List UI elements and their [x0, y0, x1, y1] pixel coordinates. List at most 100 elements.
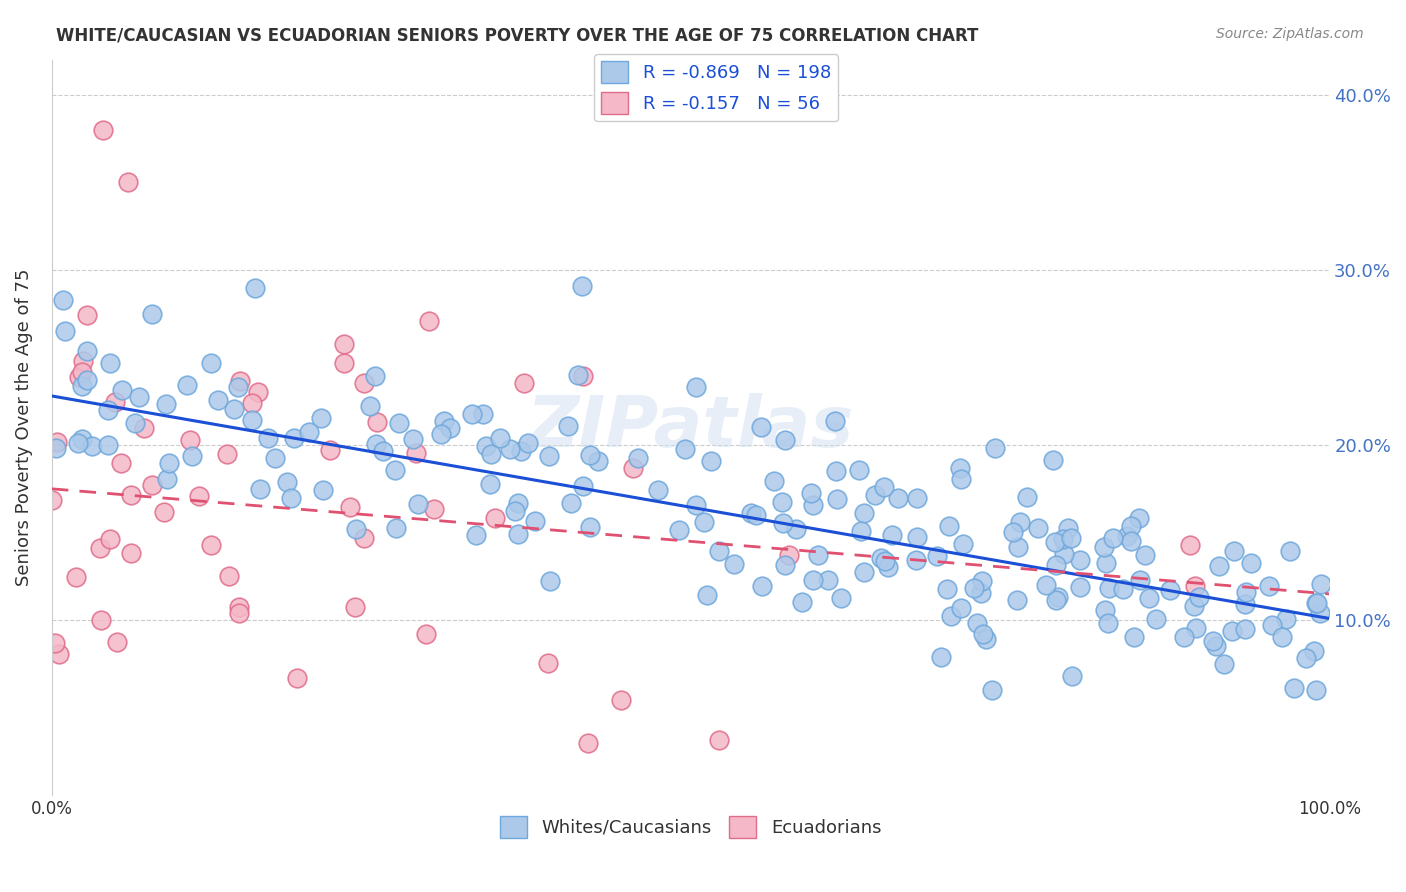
Point	[517, 436, 540, 450]
Point	[70, 378, 93, 392]
Point	[439, 421, 461, 435]
Point	[285, 672, 308, 686]
Point	[384, 462, 406, 476]
Point	[673, 442, 696, 456]
Point	[332, 336, 354, 351]
Point	[1222, 624, 1244, 639]
Point	[830, 591, 852, 606]
Point	[1212, 657, 1234, 671]
Point	[1094, 603, 1116, 617]
Point	[228, 606, 250, 620]
Point	[560, 496, 582, 510]
Point	[45, 441, 67, 455]
Point	[283, 431, 305, 445]
Point	[1185, 621, 1208, 635]
Point	[309, 411, 332, 425]
Point	[67, 370, 90, 384]
Point	[228, 600, 250, 615]
Point	[1069, 580, 1091, 594]
Point	[366, 437, 388, 451]
Point	[1305, 596, 1327, 610]
Point	[1223, 543, 1246, 558]
Point	[1305, 683, 1327, 698]
Point	[1128, 511, 1150, 525]
Point	[972, 626, 994, 640]
Point	[53, 324, 76, 338]
Point	[240, 396, 263, 410]
Point	[852, 565, 875, 579]
Point	[98, 356, 121, 370]
Point	[1017, 490, 1039, 504]
Point	[576, 736, 599, 750]
Point	[41, 492, 63, 507]
Point	[1002, 525, 1025, 540]
Point	[339, 500, 361, 514]
Point	[1278, 543, 1301, 558]
Point	[1052, 532, 1074, 546]
Point	[503, 504, 526, 518]
Point	[257, 430, 280, 444]
Point	[1045, 535, 1067, 549]
Point	[141, 307, 163, 321]
Point	[364, 368, 387, 383]
Point	[1261, 618, 1284, 632]
Point	[952, 537, 974, 551]
Point	[647, 483, 669, 498]
Point	[512, 376, 534, 390]
Point	[970, 585, 993, 599]
Text: ZIPatlas: ZIPatlas	[527, 393, 855, 462]
Point	[218, 568, 240, 582]
Point	[873, 554, 896, 568]
Point	[723, 557, 745, 571]
Point	[800, 486, 823, 500]
Point	[1309, 606, 1331, 620]
Point	[586, 454, 609, 468]
Point	[869, 550, 891, 565]
Point	[1007, 540, 1029, 554]
Point	[827, 492, 849, 507]
Point	[76, 344, 98, 359]
Point	[763, 474, 786, 488]
Point	[276, 475, 298, 489]
Point	[333, 356, 356, 370]
Point	[1060, 531, 1083, 545]
Point	[298, 425, 321, 439]
Point	[226, 380, 249, 394]
Point	[76, 373, 98, 387]
Point	[984, 441, 1007, 455]
Point	[484, 511, 506, 525]
Point	[418, 314, 440, 328]
Point	[770, 495, 793, 509]
Point	[963, 581, 986, 595]
Point	[430, 427, 453, 442]
Point	[157, 456, 180, 470]
Point	[120, 546, 142, 560]
Point	[1208, 559, 1230, 574]
Point	[1240, 556, 1263, 570]
Point	[1205, 639, 1227, 653]
Point	[905, 530, 928, 544]
Point	[1101, 531, 1123, 545]
Point	[1045, 593, 1067, 607]
Point	[905, 491, 928, 506]
Point	[1122, 630, 1144, 644]
Point	[863, 487, 886, 501]
Point	[523, 514, 546, 528]
Point	[344, 522, 367, 536]
Point	[76, 308, 98, 322]
Point	[972, 574, 994, 589]
Point	[848, 463, 870, 477]
Point	[751, 579, 773, 593]
Point	[280, 491, 302, 505]
Point	[72, 354, 94, 368]
Point	[44, 636, 66, 650]
Point	[1305, 596, 1327, 610]
Point	[96, 438, 118, 452]
Point	[905, 553, 928, 567]
Point	[685, 498, 707, 512]
Point	[849, 524, 872, 538]
Point	[668, 523, 690, 537]
Point	[1295, 650, 1317, 665]
Point	[1284, 681, 1306, 696]
Point	[1258, 579, 1281, 593]
